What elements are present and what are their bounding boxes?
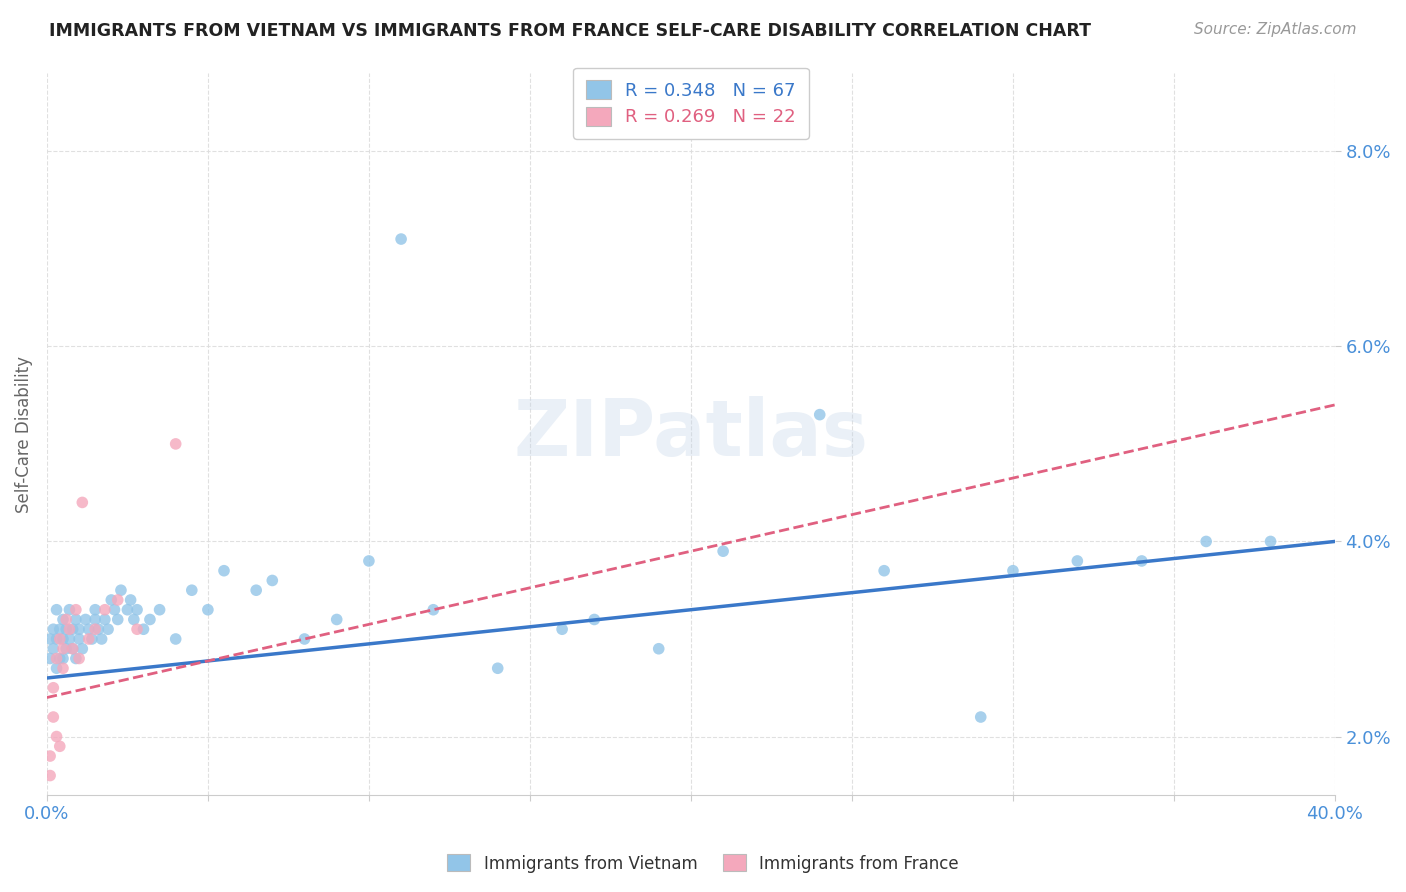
Point — [80, 632, 103, 646]
Point — [62, 622, 84, 636]
Point — [165, 437, 187, 451]
Point — [58, 632, 80, 646]
Point — [49, 651, 72, 665]
Point — [94, 603, 117, 617]
Point — [197, 603, 219, 617]
Point — [583, 612, 606, 626]
Point — [58, 622, 80, 636]
Point — [551, 622, 574, 636]
Point — [100, 593, 122, 607]
Point — [1001, 564, 1024, 578]
Text: Source: ZipAtlas.com: Source: ZipAtlas.com — [1194, 22, 1357, 37]
Point — [49, 739, 72, 754]
Point — [1260, 534, 1282, 549]
Point — [42, 622, 65, 636]
Point — [873, 564, 896, 578]
Text: IMMIGRANTS FROM VIETNAM VS IMMIGRANTS FROM FRANCE SELF-CARE DISABILITY CORRELATI: IMMIGRANTS FROM VIETNAM VS IMMIGRANTS FR… — [49, 22, 1091, 40]
Point — [970, 710, 993, 724]
Point — [122, 612, 145, 626]
Point — [45, 661, 67, 675]
Point — [52, 641, 75, 656]
Point — [132, 622, 155, 636]
Point — [52, 632, 75, 646]
Point — [49, 622, 72, 636]
Point — [648, 641, 671, 656]
Point — [212, 564, 235, 578]
Point — [75, 612, 97, 626]
Point — [45, 730, 67, 744]
Point — [84, 603, 107, 617]
Point — [39, 651, 62, 665]
Point — [62, 641, 84, 656]
Point — [39, 749, 62, 764]
Point — [149, 603, 172, 617]
Point — [117, 603, 139, 617]
Point — [325, 612, 347, 626]
Point — [711, 544, 734, 558]
Point — [180, 583, 202, 598]
Point — [65, 651, 87, 665]
Point — [42, 681, 65, 695]
Point — [77, 632, 100, 646]
Point — [45, 651, 67, 665]
Point — [245, 583, 267, 598]
Point — [94, 612, 117, 626]
Point — [1066, 554, 1088, 568]
Point — [67, 632, 90, 646]
Point — [42, 710, 65, 724]
Point — [52, 651, 75, 665]
Point — [55, 641, 77, 656]
Point — [808, 408, 831, 422]
Point — [125, 622, 148, 636]
Point — [110, 583, 132, 598]
Point — [103, 603, 125, 617]
Point — [67, 651, 90, 665]
Point — [72, 641, 94, 656]
Point — [52, 612, 75, 626]
Point — [1195, 534, 1218, 549]
Point — [72, 495, 94, 509]
Point — [422, 603, 444, 617]
Point — [55, 622, 77, 636]
Point — [90, 632, 112, 646]
Point — [262, 574, 284, 588]
Point — [49, 632, 72, 646]
Point — [52, 661, 75, 675]
Point — [139, 612, 162, 626]
Point — [65, 612, 87, 626]
Point — [486, 661, 509, 675]
Legend: Immigrants from Vietnam, Immigrants from France: Immigrants from Vietnam, Immigrants from… — [440, 847, 966, 880]
Point — [42, 641, 65, 656]
Point — [165, 632, 187, 646]
Point — [55, 612, 77, 626]
Point — [357, 554, 380, 568]
Point — [120, 593, 142, 607]
Point — [45, 603, 67, 617]
Point — [77, 622, 100, 636]
Point — [58, 603, 80, 617]
Point — [84, 612, 107, 626]
Point — [389, 232, 412, 246]
Point — [87, 622, 110, 636]
Point — [39, 768, 62, 782]
Text: ZIPatlas: ZIPatlas — [513, 396, 869, 472]
Point — [39, 632, 62, 646]
Point — [107, 593, 129, 607]
Point — [62, 641, 84, 656]
Point — [84, 622, 107, 636]
Point — [97, 622, 120, 636]
Point — [125, 603, 148, 617]
Point — [294, 632, 316, 646]
Y-axis label: Self-Care Disability: Self-Care Disability — [15, 356, 32, 513]
Point — [67, 622, 90, 636]
Point — [45, 632, 67, 646]
Legend: R = 0.348   N = 67, R = 0.269   N = 22: R = 0.348 N = 67, R = 0.269 N = 22 — [574, 68, 808, 139]
Point — [1130, 554, 1153, 568]
Point — [107, 612, 129, 626]
Point — [65, 603, 87, 617]
